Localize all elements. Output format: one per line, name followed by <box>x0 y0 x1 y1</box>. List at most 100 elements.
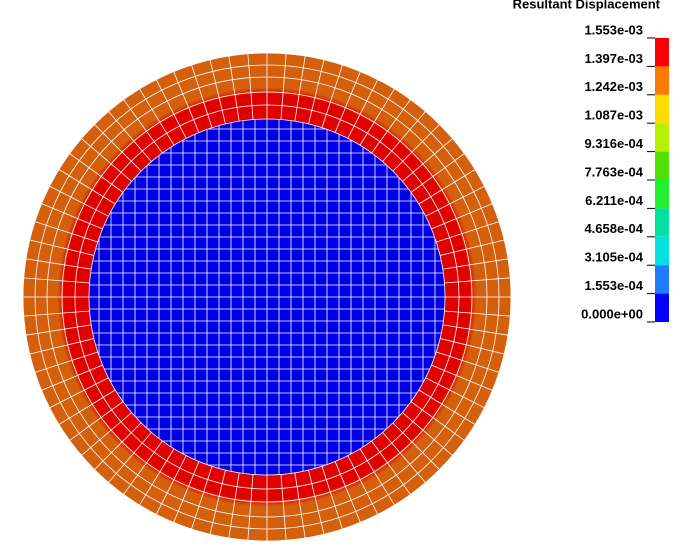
mesh-line <box>431 203 493 230</box>
mesh-line <box>359 88 395 146</box>
mesh-line <box>41 364 103 391</box>
mesh-line <box>23 310 90 317</box>
mesh-line <box>442 324 509 336</box>
mesh-line <box>321 64 343 128</box>
legend-label: 4.658e-04 <box>584 221 643 236</box>
mesh-line <box>69 153 124 193</box>
mesh-line <box>347 79 379 139</box>
mesh-line <box>29 338 95 355</box>
mesh-line <box>94 124 142 172</box>
mesh-line <box>410 153 465 193</box>
mesh-line <box>308 59 325 125</box>
legend-swatch <box>655 151 669 180</box>
legend: 1.553e-03 1.397e-03 1.242e-03 1.087e-03 9.31… <box>581 22 669 323</box>
legend-label: 7.763e-04 <box>584 164 643 179</box>
mesh-line <box>23 277 90 284</box>
mesh-line <box>49 377 109 409</box>
legend-label: 9.316e-04 <box>584 136 643 151</box>
mesh-line <box>359 448 395 506</box>
mesh-line <box>247 53 254 120</box>
mesh-line <box>209 59 226 125</box>
legend-label: 1.553e-03 <box>584 22 643 37</box>
legend-swatch <box>655 208 669 237</box>
mesh-line <box>280 474 287 541</box>
mesh-line <box>34 351 98 373</box>
mesh-line <box>81 412 132 456</box>
mesh-line <box>247 474 254 541</box>
legend-swatch <box>655 66 669 95</box>
mesh-line <box>173 71 200 133</box>
legend-swatch <box>655 265 669 294</box>
mesh-line <box>418 389 476 425</box>
legend-label: 6.211e-04 <box>585 193 644 208</box>
mesh-line <box>58 169 116 205</box>
mesh-line <box>49 185 109 217</box>
mesh-line <box>191 466 213 530</box>
mesh-line <box>444 310 511 317</box>
mesh-line <box>308 469 325 535</box>
mesh-line <box>81 138 132 182</box>
mesh-line <box>69 401 124 441</box>
legend-swatch <box>655 123 669 152</box>
legend-label: 0.000e+00 <box>581 306 643 321</box>
legend-swatch <box>655 180 669 209</box>
mesh-line <box>209 469 226 535</box>
mesh-line <box>402 138 453 182</box>
mesh-line <box>228 55 240 122</box>
mesh-line <box>371 440 411 495</box>
mesh-line <box>439 338 505 355</box>
mesh <box>22 52 512 542</box>
mesh-line <box>108 111 152 162</box>
mesh-line <box>425 377 485 409</box>
mesh-line <box>25 258 92 270</box>
mesh-line <box>58 389 116 425</box>
mesh-line <box>439 239 505 256</box>
mesh-line <box>382 111 426 162</box>
legend-swatch <box>655 94 669 124</box>
mesh-line <box>402 412 453 456</box>
legend-label: 1.242e-03 <box>584 79 643 94</box>
mesh-line <box>294 55 306 122</box>
mesh-line <box>371 99 411 154</box>
mesh-line <box>334 71 361 133</box>
mesh-line <box>139 448 175 506</box>
mesh-line <box>436 221 500 243</box>
mesh-line <box>41 203 103 230</box>
mesh-line <box>139 88 175 146</box>
mesh-line <box>392 422 440 470</box>
mesh-line <box>280 53 287 120</box>
mesh-line <box>108 432 152 483</box>
mesh-line <box>228 472 240 539</box>
mesh-line <box>442 258 509 270</box>
legend-label: 3.105e-04 <box>584 250 643 265</box>
legend-swatch <box>655 236 669 266</box>
legend-label: 1.087e-03 <box>584 108 643 123</box>
mesh-line <box>173 461 200 523</box>
legend-title: Resultant Displacement <box>513 0 661 11</box>
mesh-line <box>123 440 163 495</box>
mesh-line <box>392 124 440 172</box>
mesh-line <box>94 422 142 470</box>
mesh-line <box>347 455 379 515</box>
mesh-line <box>29 239 95 256</box>
mesh-line <box>418 169 476 205</box>
mesh-line <box>34 221 98 243</box>
legend-swatch <box>655 38 669 67</box>
mesh-line <box>294 472 306 539</box>
mesh-line <box>25 324 92 336</box>
mesh-line <box>155 455 187 515</box>
mesh-line <box>444 277 511 284</box>
mesh-line <box>123 99 163 154</box>
mesh-line <box>382 432 426 483</box>
mesh-line <box>321 466 343 530</box>
legend-swatch <box>655 293 669 322</box>
mesh-line <box>436 351 500 373</box>
mesh-line <box>410 401 465 441</box>
mesh-line <box>425 185 485 217</box>
legend-label: 1.553e-04 <box>584 278 643 293</box>
mesh-line <box>334 461 361 523</box>
mesh-line <box>191 64 213 128</box>
legend-label: 1.397e-03 <box>584 51 643 66</box>
